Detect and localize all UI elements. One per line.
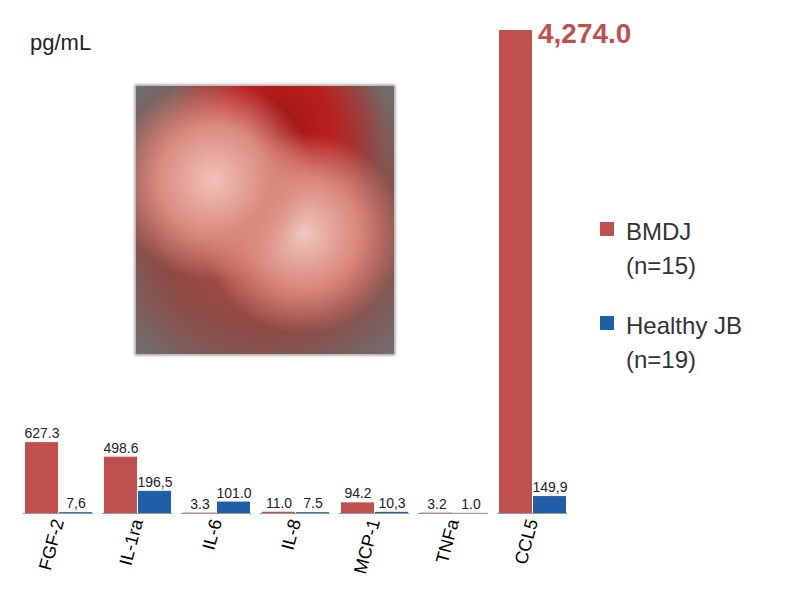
- svg-text:10,3: 10,3: [378, 495, 405, 511]
- svg-text:7.5: 7.5: [303, 495, 323, 511]
- svg-text:MCP-1: MCP-1: [350, 517, 384, 576]
- svg-text:3.2: 3.2: [427, 496, 447, 512]
- svg-text:94.2: 94.2: [344, 485, 371, 501]
- svg-text:IL-8: IL-8: [278, 517, 305, 552]
- svg-text:196,5: 196,5: [137, 474, 172, 490]
- svg-text:IL-1ra: IL-1ra: [115, 516, 147, 568]
- svg-text:11.0: 11.0: [266, 495, 292, 511]
- html-text:Healthy JB (n=19): Healthy JB (n=19): [626, 312, 743, 373]
- svg-text:TNFa: TNFa: [432, 516, 463, 566]
- svg-text:101.0: 101.0: [216, 485, 251, 501]
- html-text:BMDJ (n=15): BMDJ (n=15): [626, 218, 696, 279]
- svg-text:IL-6: IL-6: [199, 517, 226, 552]
- svg-text:3.3: 3.3: [190, 496, 210, 512]
- svg-text:4,274.0: 4,274.0: [538, 18, 631, 49]
- svg-text:1.0: 1.0: [461, 496, 481, 512]
- svg-text:FGF-2: FGF-2: [35, 517, 68, 572]
- svg-text:CCL5: CCL5: [511, 517, 542, 567]
- svg-text:498.6: 498.6: [103, 440, 138, 456]
- svg-text:149,9: 149,9: [532, 479, 567, 495]
- svg-text:7,6: 7,6: [66, 495, 86, 511]
- html-text:pg/mL: pg/mL: [30, 30, 92, 55]
- svg-text:627.3: 627.3: [24, 425, 59, 441]
